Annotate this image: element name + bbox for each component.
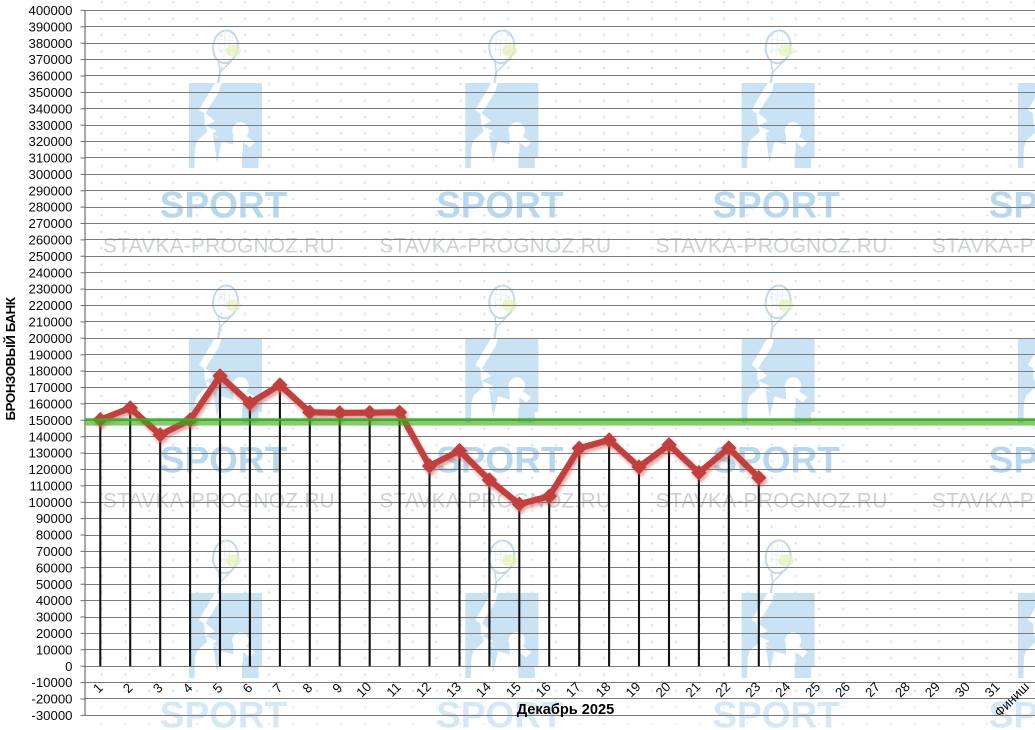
svg-text:80000: 80000 — [36, 528, 73, 543]
svg-text:390000: 390000 — [28, 19, 72, 34]
svg-text:200000: 200000 — [28, 331, 72, 346]
svg-text:БРОНЗОВЫЙ БАНК: БРОНЗОВЫЙ БАНК — [3, 296, 18, 420]
svg-text:340000: 340000 — [28, 101, 72, 116]
svg-text:20000: 20000 — [36, 626, 73, 641]
svg-text:-10000: -10000 — [31, 675, 72, 690]
svg-text:-20000: -20000 — [31, 692, 72, 707]
svg-text:160000: 160000 — [28, 397, 72, 412]
svg-text:150000: 150000 — [28, 413, 72, 428]
svg-text:380000: 380000 — [28, 36, 72, 51]
svg-text:260000: 260000 — [28, 233, 72, 248]
svg-text:210000: 210000 — [28, 315, 72, 330]
svg-text:-30000: -30000 — [31, 708, 72, 723]
svg-text:360000: 360000 — [28, 69, 72, 84]
svg-text:330000: 330000 — [28, 118, 72, 133]
svg-text:300000: 300000 — [28, 167, 72, 182]
svg-text:240000: 240000 — [28, 265, 72, 280]
svg-text:170000: 170000 — [28, 380, 72, 395]
svg-text:350000: 350000 — [28, 85, 72, 100]
svg-text:0: 0 — [65, 659, 72, 674]
svg-text:320000: 320000 — [28, 134, 72, 149]
svg-text:280000: 280000 — [28, 200, 72, 215]
svg-text:30000: 30000 — [36, 610, 73, 625]
svg-text:110000: 110000 — [29, 479, 72, 494]
svg-text:190000: 190000 — [28, 347, 72, 362]
svg-text:310000: 310000 — [28, 151, 72, 166]
svg-text:40000: 40000 — [36, 593, 73, 608]
svg-text:120000: 120000 — [28, 462, 72, 477]
svg-text:140000: 140000 — [28, 429, 72, 444]
svg-text:400000: 400000 — [28, 3, 72, 18]
svg-text:90000: 90000 — [36, 511, 73, 526]
svg-text:70000: 70000 — [36, 544, 73, 559]
svg-text:130000: 130000 — [28, 446, 72, 461]
svg-text:100000: 100000 — [28, 495, 72, 510]
svg-text:250000: 250000 — [28, 249, 72, 264]
svg-text:370000: 370000 — [28, 52, 72, 67]
svg-text:Декабрь 2025: Декабрь 2025 — [517, 702, 615, 718]
svg-text:290000: 290000 — [28, 183, 72, 198]
svg-text:50000: 50000 — [36, 577, 73, 592]
svg-text:60000: 60000 — [36, 560, 73, 575]
svg-text:270000: 270000 — [28, 216, 72, 231]
svg-text:10000: 10000 — [36, 642, 73, 657]
svg-text:230000: 230000 — [28, 282, 72, 297]
svg-text:180000: 180000 — [28, 364, 72, 379]
svg-text:220000: 220000 — [28, 298, 72, 313]
